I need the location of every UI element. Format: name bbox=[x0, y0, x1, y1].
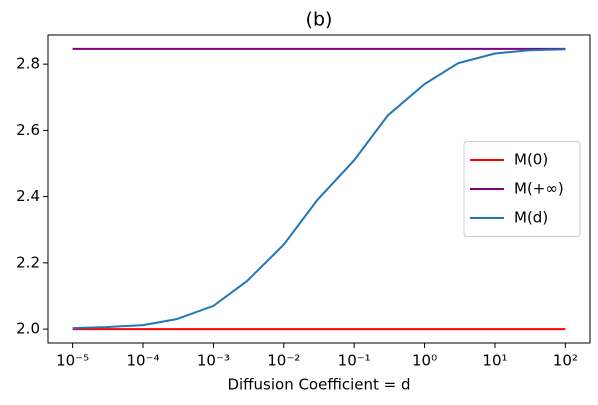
line-series bbox=[72, 48, 566, 330]
y-tick-label: 2.2 bbox=[16, 253, 40, 271]
x-tick-label: 10⁻⁵ bbox=[56, 352, 89, 370]
x-tick-label: 10⁻⁴ bbox=[126, 352, 159, 370]
y-tick-label: 2.8 bbox=[16, 55, 40, 73]
legend-label: M(+∞) bbox=[514, 180, 564, 198]
y-tick-label: 2.6 bbox=[16, 121, 40, 139]
legend-label: M(d) bbox=[514, 209, 548, 227]
x-tick-label: 10² bbox=[553, 352, 578, 370]
y-tick-label: 2.4 bbox=[16, 187, 40, 205]
x-tick-label: 10⁻¹ bbox=[338, 352, 371, 370]
x-tick-label: 10⁰ bbox=[412, 352, 437, 370]
x-axis-label: Diffusion Coefficient = d bbox=[227, 376, 410, 394]
chart-title: (b) bbox=[306, 9, 333, 31]
x-tick-label: 10⁻³ bbox=[197, 352, 230, 370]
x-tick-label: 10⁻² bbox=[267, 352, 300, 370]
legend-label: M(0) bbox=[514, 151, 548, 169]
legend-box bbox=[463, 141, 581, 237]
y-tick-label: 2.0 bbox=[16, 320, 40, 338]
plot-frame bbox=[47, 34, 591, 344]
x-tick-label: 10¹ bbox=[482, 352, 507, 370]
